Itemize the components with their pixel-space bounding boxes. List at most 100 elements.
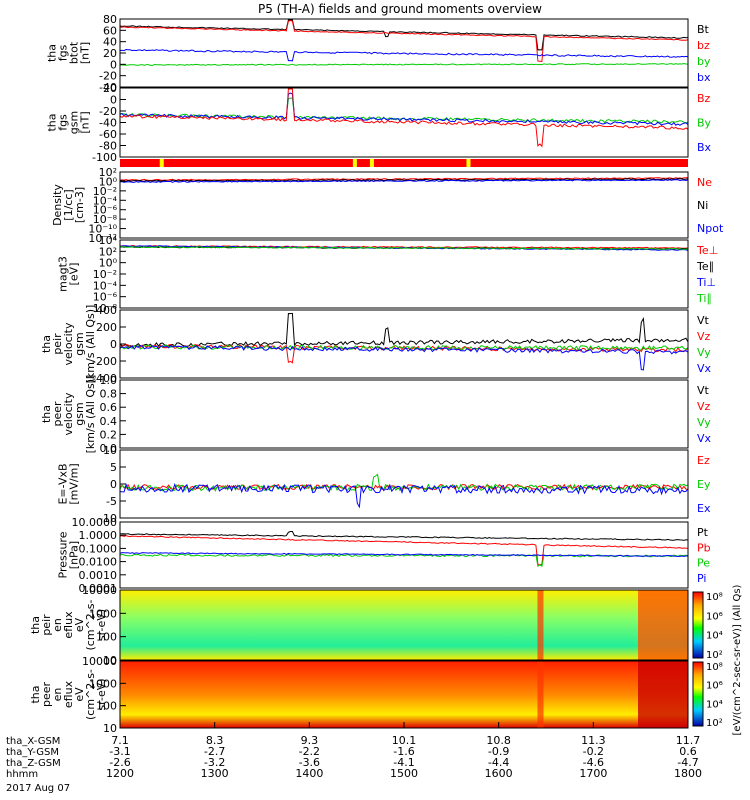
- density-tick-label-6: 10⁻¹⁰: [88, 223, 117, 236]
- efield-ylabel: E=-VxB[mV/m]: [57, 463, 81, 504]
- fgs_mag-tick-label-2: 40: [103, 36, 117, 49]
- density-frame: [119, 171, 689, 239]
- status-bar-mark-3: [466, 159, 471, 167]
- panel-peer_eflux: 10000 1000 100 10 thapeerenefluxeV(cm^2-s-sr…: [29, 655, 689, 735]
- colorbar-label: [eV/(cm^2-sec-sr-eV)] (All Qs): [732, 584, 743, 735]
- x-col-2-row-3: 1400: [295, 767, 323, 780]
- fgs_gsm-legend-Bz: Bz: [697, 92, 711, 105]
- fgs_gsm-series-2: [119, 88, 689, 148]
- peir_vel-tick-label-0: 400: [96, 304, 117, 317]
- peer_vel-tick-label-1: 0.8: [100, 388, 118, 401]
- peer_vel-tick-label-0: 1.0: [100, 374, 118, 387]
- density-ylabel-line-0: Density: [51, 184, 64, 226]
- x-col-6-row-3: 1800: [674, 767, 702, 780]
- status-bar-mark-0: [159, 159, 164, 167]
- peer_eflux-event-stripe: [537, 661, 544, 728]
- peir_vel-tick-label-3: -200: [92, 355, 117, 368]
- x-col-5-row-2: -4.6: [583, 756, 604, 769]
- peir_eflux-storm-region: [638, 590, 688, 660]
- temp-series-3: [119, 246, 689, 251]
- pressure-tick-label-0: 10.0000: [72, 516, 118, 529]
- colorbar-strip-1: [692, 661, 704, 727]
- pressure-tick-label-5: 0.0001: [79, 582, 118, 595]
- density-legend-Ne: Ne: [697, 176, 712, 189]
- fgs_mag-ylabel-line-1: fgs: [57, 44, 70, 61]
- peer_eflux-ylabel: thapeerenefluxeV(cm^2-s-sr-eV): [29, 669, 108, 720]
- peer_eflux-ylabel-line-6: sr-eV): [95, 678, 108, 710]
- colorbar-tick-1-1: 10⁶: [706, 681, 723, 692]
- colorbar-tick-1-0: 10⁸: [706, 662, 723, 673]
- peir_vel-ylabel-line-1: peir: [51, 333, 64, 355]
- x-col-3-row-1: -1.6: [393, 745, 414, 758]
- temp-legend-Te∥: Te∥: [696, 260, 714, 273]
- date-label: 2017 Aug 07: [6, 783, 70, 794]
- x-col-5-row-1: -0.2: [583, 745, 604, 758]
- pressure-series-3: [119, 552, 689, 557]
- pressure-legend-Pe: Pe: [697, 557, 710, 570]
- density-ylabel-line-1: [1/cc]: [62, 189, 75, 220]
- fgs_gsm-tick-label-3: -40: [99, 117, 117, 130]
- fgs_gsm-tick-label-4: -60: [99, 128, 117, 141]
- density-series-1: [119, 178, 689, 182]
- x-col-2-row-1: -2.2: [299, 745, 320, 758]
- peer_eflux-ylabel-line-0: tha: [29, 685, 42, 703]
- status-bar: [120, 159, 688, 167]
- pressure-series-0: [119, 531, 689, 541]
- fgs_gsm-ylabel-line-2: gsm: [68, 111, 81, 134]
- efield-ylabel-line-0: E=-VxB: [57, 463, 70, 504]
- efield-legend-Ey: Ey: [697, 478, 711, 491]
- x-col-1-row-2: -3.2: [204, 756, 225, 769]
- fgs_gsm-tick-label-5: -80: [99, 140, 117, 153]
- x-col-3-row-2: -4.1: [393, 756, 414, 769]
- pressure-ylabel: Pressure[nPa]: [57, 531, 81, 578]
- panel-efield: 10 5 0 -5 -10 E=-VxB[mV/m] Ez Ey Ex: [57, 444, 711, 525]
- peir_vel-ylabel-line-3: gsm: [73, 332, 86, 355]
- fgs_mag-tick-label-1: 60: [103, 24, 117, 37]
- x-col-0-row-3: 1200: [106, 767, 134, 780]
- temp-ylabel-line-0: magt3: [57, 256, 70, 292]
- fgs_mag-legend-Bt: Bt: [697, 23, 710, 36]
- fgs_mag-tick-label-5: -20: [99, 70, 117, 83]
- panels-group: 806040200-20-40thafgsbtot[nT]Btbzbybx200…: [29, 13, 724, 735]
- fgs_gsm-ylabel: thafgsgsm[nT]: [46, 111, 92, 134]
- x-col-1-row-1: -2.7: [204, 745, 225, 758]
- fgs_gsm-ylabel-line-1: fgs: [57, 114, 70, 131]
- peer_vel-tick-label-2: 0.6: [100, 401, 118, 414]
- density-legend-Ni: Ni: [697, 199, 708, 212]
- panel-peir_eflux: 10000 1000 100 10 thapeirenefluxeV(cm^2-s-sr…: [29, 584, 689, 667]
- temp-tick-label-0: 10⁴: [99, 234, 118, 247]
- pressure-tick-label-2: 0.1000: [79, 542, 118, 555]
- peir_eflux-spectrogram: [120, 590, 688, 660]
- fgs_mag-legend-bz: bz: [697, 39, 710, 52]
- colorbar-strip-0: [692, 591, 704, 659]
- x-row-label-3: hhmm: [6, 769, 38, 780]
- density-tick-label-1: 10⁰: [99, 175, 118, 188]
- peir_eflux-tick-label-2: 100: [96, 631, 117, 644]
- fgs_mag-ylabel-line-2: btot: [68, 41, 81, 64]
- colorbar-tick-1-3: 10²: [706, 718, 723, 729]
- colorbar-tick-0-3: 10²: [706, 650, 723, 661]
- peer_vel-ylabel-line-1: peer: [51, 401, 64, 427]
- density-tick-label-5: 10⁻⁸: [93, 213, 118, 226]
- x-col-4-row-0: 10.8: [486, 734, 511, 747]
- peer_eflux-ylabel-line-1: peer: [40, 682, 53, 708]
- fgs_gsm-tick-label-1: 0: [110, 94, 117, 107]
- temp-tick-label-4: 10⁻⁴: [93, 279, 118, 292]
- panel-density: 10²10⁰10⁻²10⁻⁴10⁻⁶10⁻⁸10⁻¹⁰10⁻¹²Density[…: [51, 166, 724, 245]
- peer_vel-legend-Vx: Vx: [697, 432, 712, 445]
- fgs_gsm-series-1: [119, 92, 689, 126]
- figure-title: P5 (TH-A) fields and ground moments over…: [258, 2, 542, 16]
- peir_eflux-ylabel-line-4: eV: [73, 617, 86, 632]
- efield-legend-Ex: Ex: [697, 502, 711, 515]
- density-tick-label-4: 10⁻⁶: [93, 204, 118, 217]
- fgs_gsm-tick-label-0: 20: [103, 82, 117, 95]
- peer_eflux-ylabel-line-3: eflux: [62, 680, 75, 708]
- fgs_mag-ylabel-line-0: tha: [46, 44, 59, 62]
- efield-legend-Ez: Ez: [697, 454, 710, 467]
